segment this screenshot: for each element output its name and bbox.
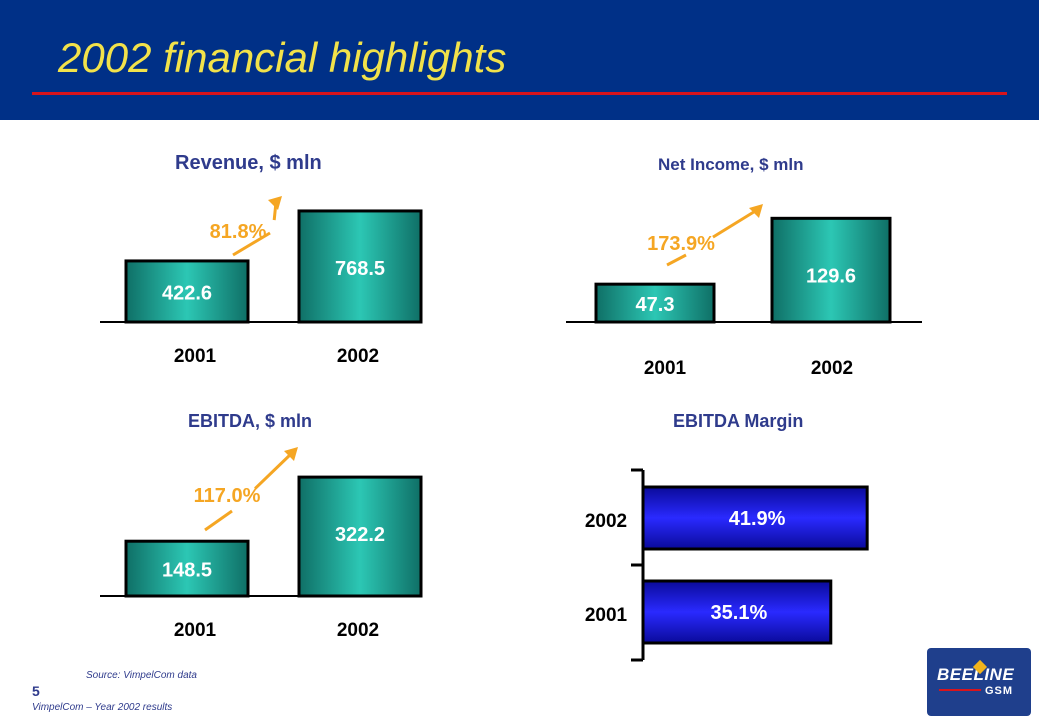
- ebitda-growth-arrow-tail: [204, 509, 233, 532]
- ebitda-margin-chart: 41.9% 2002 35.1% 2001: [585, 468, 869, 662]
- ebitda-value-label-2001: 148.5: [162, 560, 212, 582]
- net_income-category-label-2001: 2001: [644, 358, 687, 379]
- revenue-bar-2001: [124, 259, 250, 324]
- revenue-growth-arrow-head: [268, 196, 282, 210]
- logo-gsm: GSM: [985, 685, 1014, 697]
- footer-text: VimpelCom – Year 2002 results: [32, 702, 173, 713]
- net_income-growth-arrow-shaft: [712, 208, 758, 239]
- revenue-value-label-2002: 768.5: [335, 258, 385, 280]
- revenue-growth-arrow-tail: [232, 231, 271, 257]
- ebitda-category-label-2002: 2002: [337, 620, 379, 641]
- header-banner: [0, 0, 1039, 120]
- ebitda-bar-2001: [124, 539, 250, 598]
- ebitda-margin-value-label-2002: 41.9%: [729, 508, 786, 530]
- net_income-growth-label: 173.9%: [647, 233, 715, 255]
- slide-title: 2002 financial highlights: [58, 34, 507, 81]
- ebitda-chart: 148.5 2001 322.2 2002 117.0%: [100, 447, 423, 641]
- title-underline: [32, 92, 1007, 95]
- revenue-chart: 422.6 2001 768.5 2002 81.8%: [100, 196, 423, 367]
- ebitda-margin-bar-2001: [641, 579, 833, 645]
- ebitda-category-label-2001: 2001: [174, 620, 217, 641]
- page-number: 5: [32, 683, 40, 699]
- beeline-logo: BEELINE GSM: [927, 648, 1031, 716]
- net-income-chart-title: Net Income, $ mln: [658, 155, 804, 174]
- net_income-growth-arrow-head: [749, 204, 763, 218]
- ebitda-value-label-2002: 322.2: [335, 524, 385, 546]
- revenue-category-label-2001: 2001: [174, 346, 217, 367]
- ebitda-growth-label: 117.0%: [194, 485, 261, 507]
- revenue-growth-label: 81.8%: [210, 221, 267, 243]
- ebitda-margin-category-label-2001: 2001: [585, 605, 628, 626]
- ebitda-margin-chart-title: EBITDA Margin: [673, 411, 804, 431]
- ebitda-chart-title: EBITDA, $ mln: [188, 411, 313, 431]
- ebitda-growth-arrow-shaft: [254, 451, 294, 490]
- source-note: Source: VimpelCom data: [86, 670, 197, 681]
- logo-red-line: [939, 689, 981, 691]
- revenue-value-label-2001: 422.6: [162, 282, 212, 304]
- net_income-bar-2002: [770, 216, 892, 324]
- ebitda-growth-arrow-head: [284, 447, 298, 461]
- net_income-category-label-2002: 2002: [811, 358, 853, 379]
- net-income-chart: 47.3 2001 129.6 2002 173.9%: [566, 204, 922, 379]
- logo-wordmark: BEELINE: [937, 665, 1015, 684]
- net_income-value-label-2002: 129.6: [806, 265, 856, 287]
- net_income-value-label-2001: 47.3: [636, 294, 675, 316]
- ebitda-bar-2002: [297, 475, 423, 598]
- net_income-growth-arrow-tail: [666, 253, 687, 267]
- revenue-category-label-2002: 2002: [337, 346, 379, 367]
- revenue-chart-title: Revenue, $ mln: [175, 152, 322, 174]
- ebitda-margin-value-label-2001: 35.1%: [711, 602, 768, 624]
- ebitda-margin-category-label-2002: 2002: [585, 511, 627, 532]
- ebitda-margin-bar-2002: [641, 485, 869, 551]
